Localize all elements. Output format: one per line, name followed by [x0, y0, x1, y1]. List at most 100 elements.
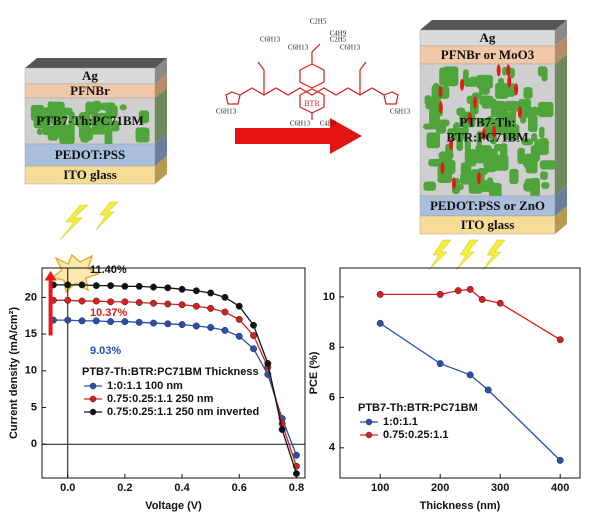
phase-domain [499, 83, 516, 97]
x-tick-label: 0.8 [289, 482, 304, 494]
layer-side [155, 156, 167, 184]
legend-title: PTB7-Th:BTR:PC71BM Thickness [82, 366, 259, 378]
data-point [235, 302, 243, 310]
phase-domain [539, 160, 557, 170]
phase-domain [479, 95, 494, 106]
phase-domain [424, 94, 432, 106]
molecule-group: C2H5 [310, 18, 327, 26]
phase-domain [450, 132, 463, 141]
phase-domain [476, 130, 482, 148]
btr-domain [460, 78, 465, 91]
data-point [164, 284, 172, 292]
btr-domain [507, 75, 512, 88]
legend-label: 0.75:0.25:1.1 250 nm [107, 393, 214, 405]
data-point [376, 290, 384, 298]
phase-domain [541, 66, 548, 82]
molecule-name: BTR [304, 99, 320, 108]
btr-domain [514, 83, 519, 96]
stack-top [25, 58, 167, 68]
data-point [78, 317, 86, 325]
data-point [221, 293, 229, 301]
data-point [164, 300, 172, 308]
phase-domain [437, 165, 453, 183]
phase-domain [531, 133, 538, 142]
btr-domain [449, 138, 454, 151]
layer-side [155, 88, 167, 144]
phase-domain [36, 128, 43, 136]
data-point [107, 298, 115, 306]
data-point [92, 282, 100, 290]
data-point [178, 285, 186, 293]
phase-domain [439, 67, 454, 86]
data-point [207, 289, 215, 297]
phase-domain [479, 118, 490, 127]
data-point [250, 345, 257, 353]
molecule-group: C6H13 [288, 44, 309, 52]
phase-domain [423, 181, 436, 191]
phase-domain [90, 126, 106, 135]
phase-domain [464, 78, 478, 87]
data-point [292, 451, 300, 459]
molecule-group: C6H13 [390, 108, 411, 116]
data-point [178, 321, 186, 328]
data-point [466, 285, 474, 293]
btr-domain [472, 96, 477, 109]
plot-frame [41, 267, 306, 479]
phase-domain [537, 101, 554, 118]
phase-domain [423, 123, 434, 130]
phase-domain [517, 147, 525, 164]
highlight-flash [50, 253, 100, 294]
data-point [64, 296, 72, 304]
layer-side [555, 20, 567, 46]
legend-label: 0.75:0.25:1.1 [383, 429, 448, 441]
data-point [221, 326, 229, 334]
phase-domain [49, 109, 55, 125]
data-point [121, 318, 129, 326]
stack-top [420, 20, 567, 30]
x-tick-label: 0.2 [117, 482, 132, 494]
phase-domain [119, 104, 127, 111]
legend-label: 0.75:0.25:1.1 250 nm inverted [107, 406, 259, 418]
phase-domain [490, 100, 506, 118]
legend-marker [365, 418, 373, 426]
data-point [121, 298, 129, 306]
legend-marker [365, 431, 373, 439]
layer-side [555, 36, 567, 64]
phase-domain [138, 110, 150, 124]
btr-domain [496, 64, 501, 77]
phase-domain [530, 106, 539, 117]
btr-domain [517, 106, 522, 119]
phase-domain [435, 124, 446, 134]
phase-domain [523, 87, 533, 99]
x-tick-label: 400 [551, 482, 569, 494]
phase-domain [52, 112, 67, 129]
phase-domain [35, 111, 44, 122]
light-icons [59, 201, 506, 271]
phase-domain [524, 178, 535, 192]
improvement-arrowhead [44, 270, 57, 281]
molecule-group: C6H13 [260, 36, 281, 44]
layer-side [155, 74, 167, 98]
data-point [221, 308, 229, 316]
legend-marker [89, 395, 97, 403]
layer-label: PFNBr or MoO3 [441, 47, 535, 62]
phase-domain [474, 148, 490, 156]
phase-domain [100, 102, 111, 111]
data-point [235, 332, 243, 340]
molecule-group: C4H9 [330, 30, 347, 38]
data-point [64, 316, 72, 324]
x-axis-label: Voltage (V) [145, 500, 202, 512]
layer-label: PTB7-Th:PC71BM [36, 113, 144, 128]
series-line [380, 288, 561, 341]
data-point [178, 301, 186, 309]
y-tick-label: 4 [329, 442, 336, 454]
layer-label: PFNBr [70, 83, 110, 98]
data-point [436, 360, 444, 368]
x-tick-label: 300 [491, 482, 509, 494]
phase-domain [502, 66, 508, 76]
data-point [135, 318, 143, 326]
data-point [135, 299, 143, 306]
phase-domain [527, 114, 538, 132]
phase-domain [464, 149, 477, 167]
